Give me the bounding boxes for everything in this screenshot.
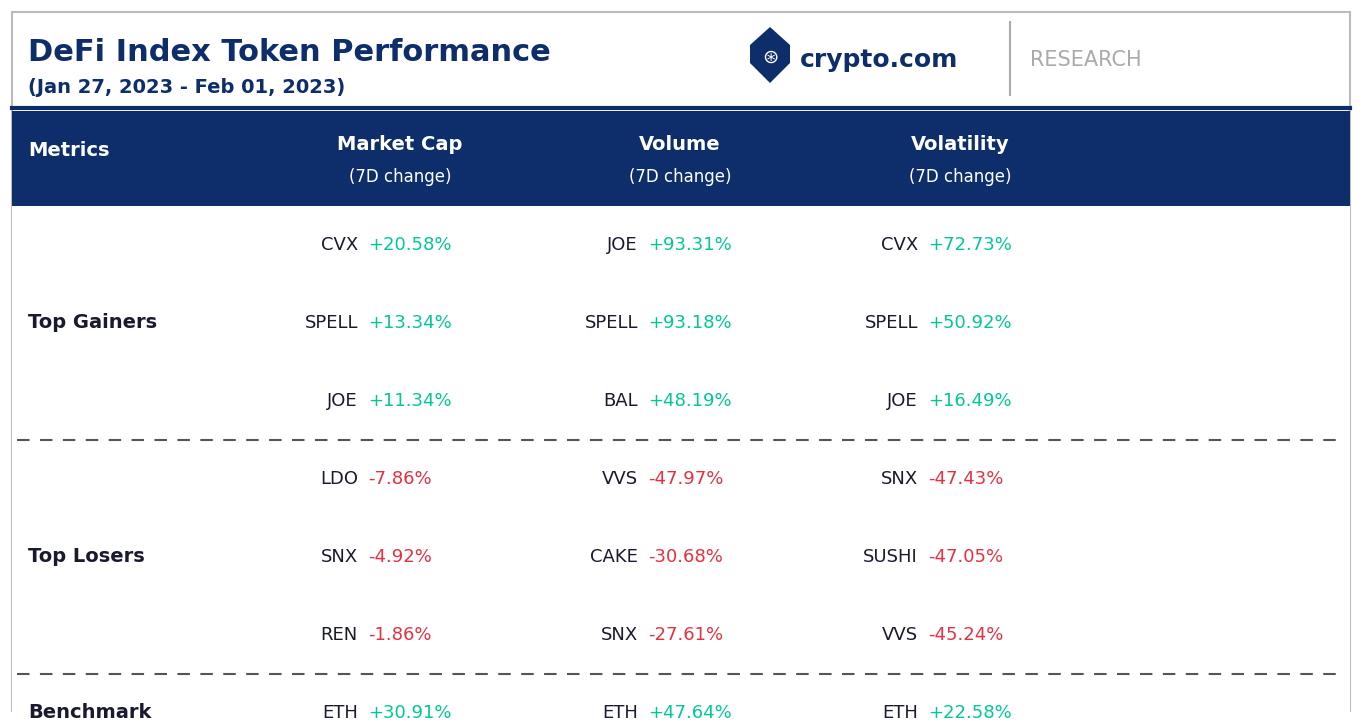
Text: SPELL: SPELL [584,314,637,332]
FancyBboxPatch shape [12,206,1350,723]
Text: CAKE: CAKE [590,548,637,566]
Text: +47.64%: +47.64% [648,704,731,722]
Text: -7.86%: -7.86% [368,470,432,488]
Text: CVX: CVX [320,236,358,254]
Text: +11.34%: +11.34% [368,392,452,410]
Text: (7D change): (7D change) [908,168,1011,186]
Text: +50.92%: +50.92% [928,314,1012,332]
Text: ETH: ETH [883,704,918,722]
Text: SNX: SNX [601,626,637,644]
Text: Metrics: Metrics [29,141,109,160]
Text: RESEARCH: RESEARCH [1030,50,1141,70]
Text: +48.19%: +48.19% [648,392,731,410]
Text: crypto.com: crypto.com [799,48,959,72]
Text: ⊛: ⊛ [761,48,778,67]
Text: JOE: JOE [888,392,918,410]
Text: REN: REN [320,626,358,644]
Text: (7D change): (7D change) [349,168,451,186]
Text: DeFi Index Token Performance: DeFi Index Token Performance [29,38,550,67]
Text: -47.05%: -47.05% [928,548,1004,566]
Text: Market Cap: Market Cap [338,135,463,154]
Text: CVX: CVX [881,236,918,254]
Text: -47.43%: -47.43% [928,470,1004,488]
Text: VVS: VVS [602,470,637,488]
Text: VVS: VVS [881,626,918,644]
Text: -45.24%: -45.24% [928,626,1004,644]
Text: SPELL: SPELL [865,314,918,332]
Text: -30.68%: -30.68% [648,548,723,566]
FancyBboxPatch shape [12,12,1350,711]
Text: Top Gainers: Top Gainers [29,314,157,333]
Text: Volume: Volume [639,135,720,154]
Text: +13.34%: +13.34% [368,314,452,332]
Text: +93.31%: +93.31% [648,236,731,254]
Text: Benchmark: Benchmark [29,703,151,722]
Text: -4.92%: -4.92% [368,548,432,566]
Text: (7D change): (7D change) [629,168,731,186]
Text: +30.91%: +30.91% [368,704,451,722]
Text: Top Losers: Top Losers [29,547,144,567]
Text: +22.58%: +22.58% [928,704,1012,722]
Text: LDO: LDO [320,470,358,488]
Text: JOE: JOE [327,392,358,410]
Text: SNX: SNX [320,548,358,566]
FancyBboxPatch shape [12,111,1350,206]
Text: Volatility: Volatility [911,135,1009,154]
Text: JOE: JOE [607,236,637,254]
Text: SNX: SNX [881,470,918,488]
Text: +20.58%: +20.58% [368,236,451,254]
Polygon shape [750,27,790,83]
Text: BAL: BAL [603,392,637,410]
Text: -47.97%: -47.97% [648,470,723,488]
Text: ETH: ETH [602,704,637,722]
Text: SPELL: SPELL [305,314,358,332]
Text: ETH: ETH [323,704,358,722]
Text: +72.73%: +72.73% [928,236,1012,254]
Text: -27.61%: -27.61% [648,626,723,644]
Text: +16.49%: +16.49% [928,392,1012,410]
Text: -1.86%: -1.86% [368,626,432,644]
Text: +93.18%: +93.18% [648,314,731,332]
Text: (Jan 27, 2023 - Feb 01, 2023): (Jan 27, 2023 - Feb 01, 2023) [29,78,345,97]
Text: SUSHI: SUSHI [864,548,918,566]
